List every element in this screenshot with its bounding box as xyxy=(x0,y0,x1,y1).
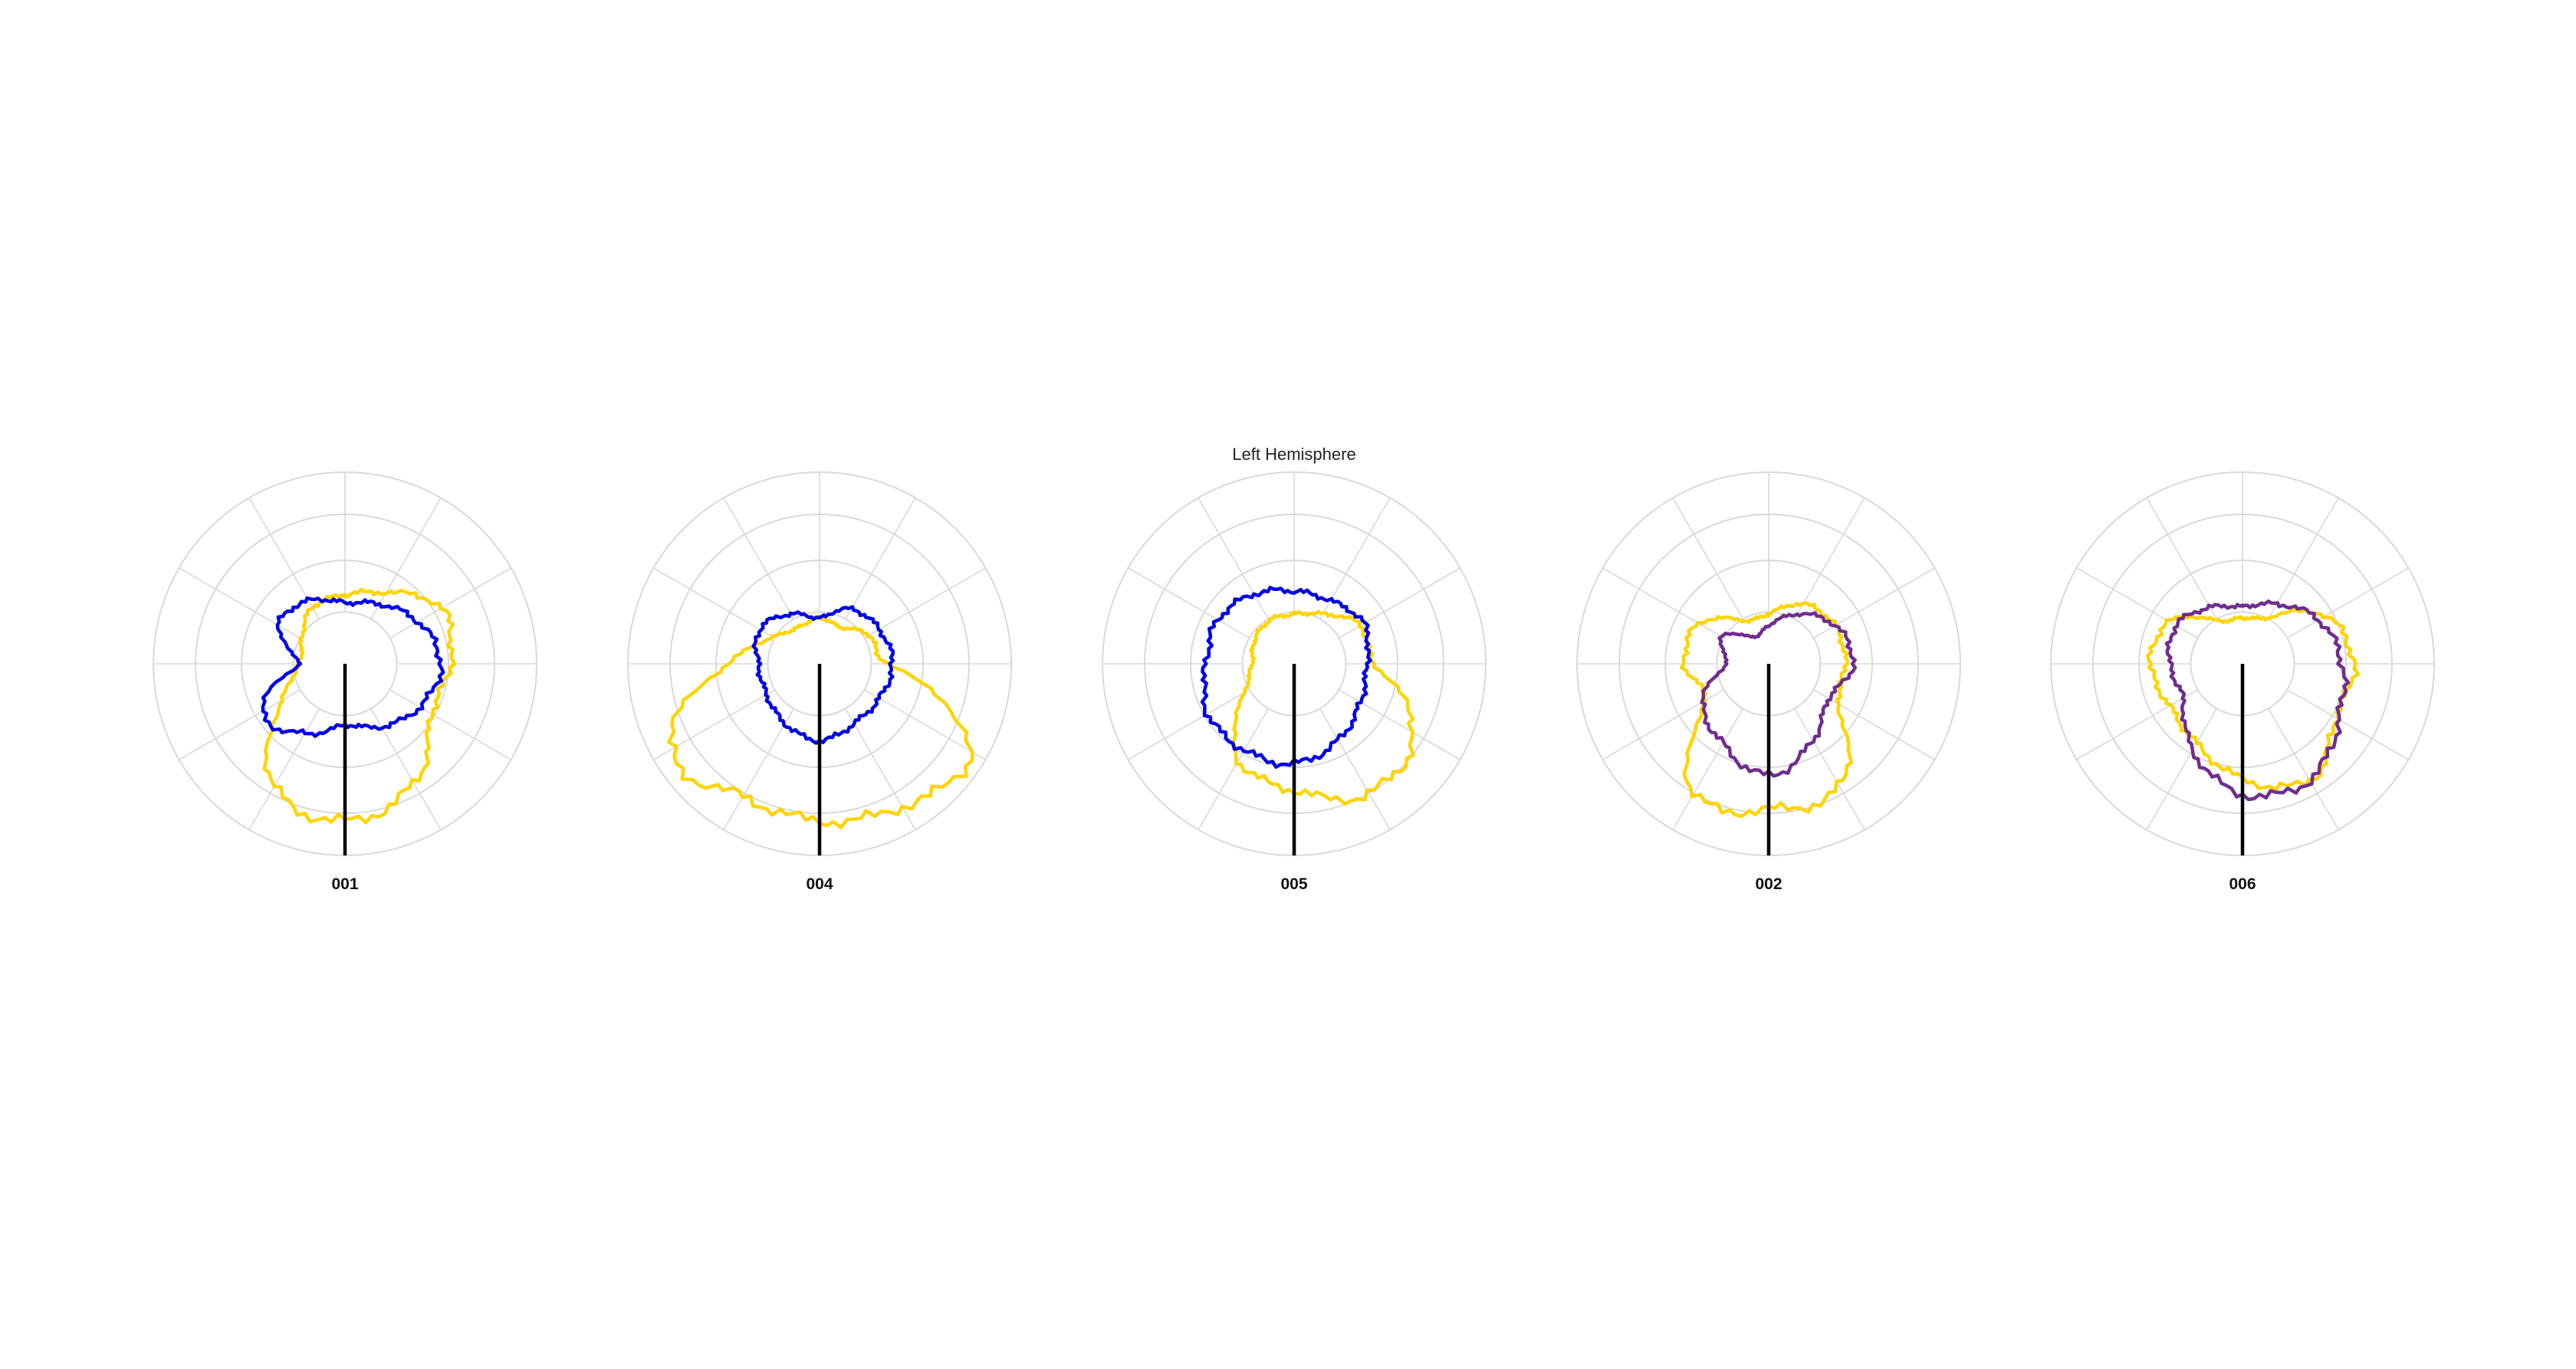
series-line-yellow xyxy=(1231,609,1415,806)
grid-spoke xyxy=(248,497,320,619)
grid-spoke xyxy=(2076,689,2198,760)
grid-spoke xyxy=(1794,708,1865,830)
grid-spoke xyxy=(845,708,916,830)
grid-spoke xyxy=(864,567,986,639)
grid-spoke xyxy=(2268,708,2339,830)
grid-spoke xyxy=(179,689,301,760)
grid-spoke xyxy=(2146,497,2217,619)
grid-spoke xyxy=(1813,689,1935,760)
grid-spoke xyxy=(2287,689,2409,760)
grid-spoke xyxy=(248,708,320,830)
grid-spoke xyxy=(1319,708,1391,830)
grid-spoke xyxy=(179,567,301,639)
panel-label: 002 xyxy=(1755,875,1782,893)
grid-spoke xyxy=(653,689,775,760)
series-line-purple xyxy=(1700,611,1858,778)
grid-spoke xyxy=(389,567,511,639)
polar-panel-002: 002 xyxy=(1576,471,1961,893)
grid-spoke xyxy=(2146,708,2217,830)
grid-spoke xyxy=(2076,567,2198,639)
polar-panel-006: 006 xyxy=(2050,471,2435,893)
series-line-blue xyxy=(751,605,895,745)
polar-panel-005: 005 xyxy=(1102,471,1487,893)
series-line-purple xyxy=(2164,599,2351,802)
polar-panel-001: 001 xyxy=(153,471,537,893)
grid-spoke xyxy=(389,689,511,760)
panel-label: 004 xyxy=(806,875,833,893)
grid-spoke xyxy=(1339,689,1460,760)
grid-spoke xyxy=(1794,497,1865,619)
grid-spoke xyxy=(1672,497,1743,619)
polar-panels: 001 004 005 002 006 xyxy=(153,471,2435,893)
series-line-blue xyxy=(1200,586,1372,769)
grid-spoke xyxy=(1198,708,1269,830)
grid-spoke xyxy=(370,497,442,619)
series-line-yellow xyxy=(2146,608,2361,792)
grid-spoke xyxy=(845,497,916,619)
series-line-yellow xyxy=(1679,601,1854,819)
grid-spoke xyxy=(1128,567,1250,639)
series-line-yellow xyxy=(667,614,974,829)
grid-spoke xyxy=(864,689,986,760)
grid-spoke xyxy=(1128,689,1250,760)
grid-spoke xyxy=(653,567,775,639)
grid-spoke xyxy=(2268,497,2339,619)
grid-spoke xyxy=(1813,567,1935,639)
grid-spoke xyxy=(723,497,794,619)
polar-panel-004: 004 xyxy=(627,471,1012,893)
grid-spoke xyxy=(2287,567,2409,639)
grid-spoke xyxy=(1602,567,1724,639)
grid-spoke xyxy=(1198,497,1269,619)
grid-spoke xyxy=(1339,567,1460,639)
panel-label: 001 xyxy=(331,875,358,893)
grid-spoke xyxy=(723,708,794,830)
grid-spoke xyxy=(1672,708,1743,830)
series-line-yellow xyxy=(262,587,457,825)
figure-title: Left Hemisphere xyxy=(1232,445,1355,464)
panel-label: 006 xyxy=(2229,875,2256,893)
panel-label: 005 xyxy=(1280,875,1307,893)
